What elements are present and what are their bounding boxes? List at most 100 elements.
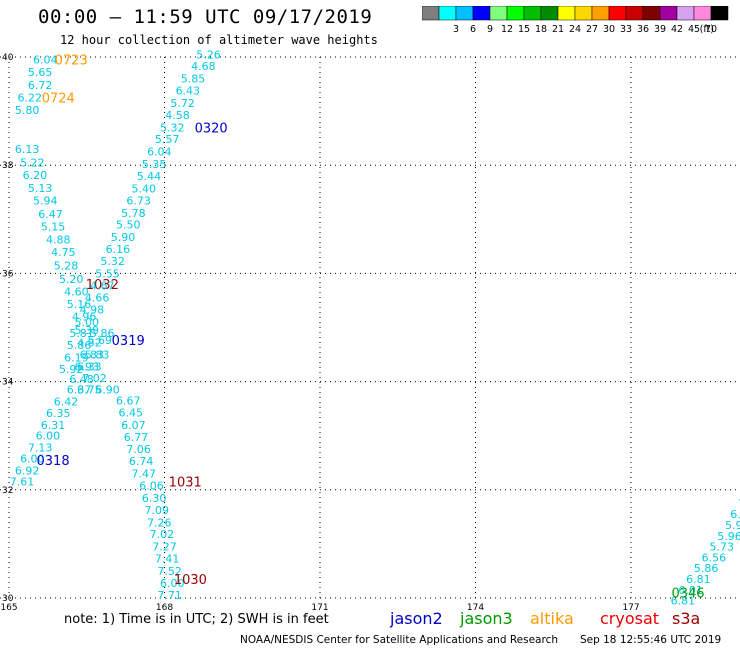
wave-height-point: 6.83: [80, 349, 105, 362]
colorbar-tick-label: 18: [535, 24, 547, 35]
x-tick-label: 174: [467, 603, 484, 613]
pass-time-label: 0723: [55, 54, 88, 69]
pass-time-label: 0319: [112, 334, 145, 349]
pass-time-label: 0346: [671, 587, 704, 602]
wave-height-point: 6.47: [38, 208, 63, 221]
wave-height-point: 7.02: [150, 528, 175, 541]
wave-height-point: 6.45: [119, 406, 144, 419]
page-subtitle: 12 hour collection of altimeter wave hei…: [60, 33, 378, 47]
wave-height-point: 6.92: [15, 464, 40, 477]
colorbar-tick-label: 12: [501, 24, 513, 35]
wave-height-point: 6.81: [686, 573, 711, 586]
x-tick-label: 171: [311, 603, 328, 613]
wave-height-point: 5.83: [85, 349, 110, 362]
colorbar-unit: (ft): [700, 24, 714, 35]
wave-height-point: 5.15: [41, 220, 66, 233]
legend-jason2: jason2: [390, 609, 443, 628]
wave-height-point: 4.58: [165, 109, 190, 122]
pass-time-label: 1030: [174, 573, 207, 588]
colorbar-tick-label: 30: [603, 24, 615, 35]
wave-height-point: 7.27: [152, 541, 177, 554]
wave-height-point: 6.43: [176, 85, 201, 98]
wave-height-point: 6.67: [116, 395, 141, 408]
y-tick-label: 30: [2, 594, 14, 604]
wave-height-point: 6.30: [142, 492, 167, 505]
wave-height-point: 6.35: [46, 407, 71, 420]
wave-height-point: 6.16: [106, 243, 131, 256]
wave-height-point: 6.04: [147, 146, 172, 159]
credit-text: NOAA/NESDIS Center for Satellite Applica…: [240, 634, 558, 646]
wave-height-point: 7.52: [157, 565, 182, 578]
wave-height-point: 5.26: [196, 48, 221, 61]
wave-height-point: 6.00: [20, 452, 45, 465]
wave-height-point: 5.50: [116, 219, 141, 232]
wave-height-point: 5.65: [28, 66, 53, 79]
wave-height-point: 5.81: [69, 327, 94, 340]
wave-height-point: 5.35: [142, 158, 167, 171]
wave-height-point: 5.00: [75, 316, 100, 329]
wave-height-point: 5.39: [75, 324, 100, 337]
wave-height-point: 5.13: [28, 182, 53, 195]
wave-height-point: 4.60: [64, 285, 89, 298]
wave-height-point: 6.31: [41, 419, 66, 432]
wave-height-point: 6.90: [95, 384, 120, 397]
wave-height-point: 7.41: [155, 553, 180, 566]
wave-height-point: 6.48: [69, 373, 94, 386]
wave-height-point: 4.98: [80, 304, 105, 317]
wave-height-point: 5.86: [67, 339, 92, 352]
pass-time-label: 0318: [37, 454, 70, 469]
colorbar-tick-label: 21: [552, 24, 564, 35]
wave-height-point: 6.13: [15, 143, 40, 156]
wave-height-point: 5.72: [170, 97, 195, 110]
wave-height-point: 6.37: [67, 384, 92, 397]
wave-height-point: 5.92: [59, 363, 84, 376]
wave-height-point: 5.55: [95, 267, 120, 280]
color-scale-bar: 3 6 9 12 15 18 21 24 27 30 33 36 39 42 45 70(ft): [422, 6, 729, 35]
y-tick-label: 34: [2, 378, 14, 388]
wave-height-point: 7.71: [157, 589, 182, 602]
wave-height-point: 5.94: [33, 194, 58, 207]
colorbar-tick-label: 42: [671, 24, 683, 35]
wave-height-point: 7.13: [738, 497, 740, 510]
colorbar-tick-label: 24: [569, 24, 581, 35]
wave-height-point: 6.07: [121, 419, 146, 432]
wave-height-point: 6.04: [33, 54, 58, 67]
wave-height-point: 7.13: [28, 442, 53, 455]
wave-height-point: 5.32: [100, 255, 125, 268]
wave-height-point: 5.85: [181, 73, 206, 86]
wave-height-point: 4.88: [46, 233, 71, 246]
wave-height-point: 6.93: [75, 360, 100, 373]
wave-height-point: 5.57: [155, 133, 180, 146]
legend-s3a: s3a: [672, 609, 701, 628]
y-tick-label: 36: [2, 269, 14, 279]
pass-time-label: 0724: [42, 92, 75, 107]
legend-jason3: jason3: [460, 609, 513, 628]
pass-time-label: 0320: [195, 121, 228, 136]
wave-height-point: 6.49: [730, 508, 740, 521]
wave-height-point: 6.73: [126, 194, 151, 207]
x-tick-label: 165: [0, 603, 17, 613]
generated-timestamp: Sep 18 12:55:46 UTC 2019: [580, 634, 722, 646]
wave-height-point: 4.67: [90, 279, 115, 292]
wave-height-point: 5.69: [87, 334, 112, 347]
wave-height-point: 5.16: [67, 298, 92, 311]
wave-height-point: 4.96: [72, 311, 97, 324]
wave-height-point: 6.56: [702, 551, 727, 564]
legend-cryosat: cryosat: [600, 609, 660, 628]
wave-height-point: 6.42: [54, 396, 79, 409]
wave-height-point: 5.28: [54, 259, 79, 272]
wave-height-point: 7.02: [82, 372, 107, 385]
wave-height-point: 6.00: [160, 577, 185, 590]
wave-height-point: 5.20: [59, 273, 84, 286]
colorbar-tick-label: 70: [705, 24, 717, 35]
wave-height-point: 6.33: [77, 360, 102, 373]
footer-note: note: 1) Time is in UTC; 2) SWH is in fe…: [64, 612, 329, 627]
page-title: 00:00 – 11:59 UTC 09/17/2019: [38, 6, 373, 28]
y-tick-label: 40: [2, 53, 14, 63]
wave-height-point: 6.06: [139, 479, 164, 492]
wave-height-point: 6.00: [36, 430, 61, 443]
y-tick-label: 38: [2, 161, 14, 171]
colorbar-swatch: [710, 6, 729, 21]
